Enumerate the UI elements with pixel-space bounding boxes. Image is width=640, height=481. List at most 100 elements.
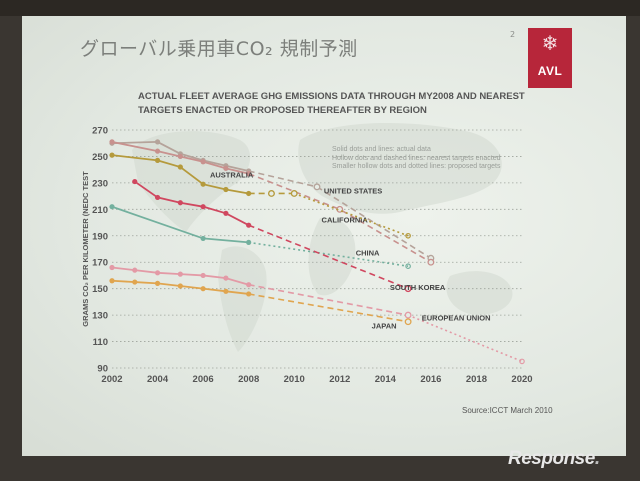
australia-actual-point-4 <box>200 181 206 187</box>
world-map-shape-2 <box>218 246 267 352</box>
y-tick-label-110: 110 <box>93 337 108 348</box>
european-union-enacted-point-1 <box>404 311 412 319</box>
chart-title: ACTUAL FLEET AVERAGE GHG EMISSIONS DATA … <box>138 91 525 116</box>
y-axis-label: GRAMS CO₂ PER KILOMETER (NEDC TEST <box>81 171 90 327</box>
south-korea-series-label: SOUTH KOREA <box>390 283 446 292</box>
japan-actual-point-1 <box>109 278 115 284</box>
european-union-actual-point-1 <box>109 264 115 271</box>
logo-text: AVL <box>537 64 563 78</box>
australia-enacted-point-1 <box>267 190 275 197</box>
y-tick-label-230: 230 <box>92 178 108 189</box>
california-series-label: CALIFORNIA <box>322 216 369 225</box>
european-union-actual-point-6 <box>223 275 229 281</box>
china-actual-point-1 <box>109 204 115 210</box>
south-korea-actual-point-4 <box>200 204 206 210</box>
source-note: Source:ICCT March 2010 <box>462 406 553 415</box>
australia-proposed-point-1 <box>405 232 411 239</box>
south-korea-enacted-line <box>248 224 409 290</box>
california-actual-point-4 <box>200 159 206 165</box>
australia-actual-point-1 <box>109 152 115 158</box>
european-union-enacted-line <box>248 283 409 316</box>
australia-proposed-line <box>293 192 409 237</box>
y-tick-label-170: 170 <box>92 258 108 269</box>
avl-logo: ❄ AVL <box>528 28 572 88</box>
united-states-actual-line <box>111 140 249 172</box>
world-map-shape-4 <box>308 217 356 296</box>
south-korea-actual-point-1 <box>132 178 138 185</box>
australia-series-label: AUSTRALIA <box>210 171 254 180</box>
south-korea-actual-point-3 <box>177 200 183 206</box>
european-union-series-label: EUROPEAN UNION <box>422 313 491 322</box>
european-union-actual-point-3 <box>154 270 161 276</box>
x-tick-label-2008: 2008 <box>238 374 259 385</box>
california-enacted-point-2 <box>427 258 435 266</box>
japan-actual-point-5 <box>200 286 206 292</box>
japan-enacted-line <box>248 293 409 323</box>
x-tick-label-2004: 2004 <box>147 374 169 385</box>
california-actual-line <box>111 141 249 175</box>
australia-actual-point-5 <box>223 186 229 193</box>
european-union-actual-point-4 <box>177 271 183 277</box>
japan-actual-point-2 <box>132 279 138 285</box>
australia-actual-point-6 <box>246 190 252 197</box>
snowflake-icon: ❄ <box>541 31 559 55</box>
slide-title: グローバル乗用車CO₂ 規制予測 <box>80 38 358 60</box>
australia-actual-point-2 <box>154 157 161 164</box>
california-actual-point-5 <box>223 165 229 171</box>
united-states-series-label: UNITED STATES <box>324 186 382 195</box>
y-tick-label-190: 190 <box>92 231 108 242</box>
california-actual-point-1 <box>109 139 115 145</box>
china-proposed-point-1 <box>405 263 411 269</box>
south-korea-actual-point-5 <box>223 210 229 216</box>
china-series-label: CHINA <box>356 249 380 258</box>
european-union-actual-point-5 <box>200 272 206 279</box>
world-map-shape-3 <box>298 122 502 214</box>
south-korea-actual-point-2 <box>154 194 161 201</box>
south-korea-enacted-point-1 <box>404 285 412 293</box>
x-tick-label-2018: 2018 <box>466 374 487 385</box>
y-tick-label-90: 90 <box>97 364 108 375</box>
european-union-proposed-point-1 <box>519 358 525 365</box>
x-tick-label-2014: 2014 <box>375 374 397 385</box>
x-tick-label-2012: 2012 <box>329 374 350 385</box>
x-tick-label-2016: 2016 <box>420 374 441 385</box>
x-tick-label-2002: 2002 <box>101 374 122 385</box>
japan-enacted-point-1 <box>404 318 412 326</box>
california-actual-point-6 <box>246 171 252 177</box>
response-watermark: Response. <box>508 448 600 470</box>
united-states-actual-point-2 <box>154 139 161 145</box>
japan-actual-point-7 <box>246 291 252 297</box>
california-enacted-line <box>248 172 432 263</box>
page-number: 2 <box>510 30 516 39</box>
y-tick-label-270: 270 <box>92 126 108 137</box>
y-tick-label-130: 130 <box>92 311 108 322</box>
japan-series-label: JAPAN <box>372 321 397 330</box>
china-actual-point-3 <box>246 239 252 245</box>
european-union-proposed-line <box>407 314 523 363</box>
x-tick-label-2020: 2020 <box>511 374 532 385</box>
european-union-actual-point-2 <box>132 267 138 273</box>
australia-actual-line <box>111 154 249 195</box>
china-proposed-line <box>248 241 409 267</box>
european-union-actual-point-7 <box>246 282 252 288</box>
united-states-enacted-point-1 <box>313 183 321 191</box>
japan-actual-point-4 <box>177 283 183 289</box>
california-actual-point-2 <box>154 148 161 154</box>
south-korea-actual-point-6 <box>246 222 252 228</box>
south-korea-actual-line <box>134 180 250 226</box>
y-tick-label-210: 210 <box>92 205 108 216</box>
y-tick-label-150: 150 <box>92 284 108 295</box>
y-tick-label-250: 250 <box>92 152 108 163</box>
world-map-shape-5 <box>446 271 513 315</box>
australia-enacted-point-2 <box>290 190 298 197</box>
japan-actual-point-6 <box>223 288 229 294</box>
california-actual-point-3 <box>177 153 183 160</box>
china-actual-point-2 <box>200 235 206 242</box>
x-tick-label-2006: 2006 <box>193 374 214 385</box>
x-tick-label-2010: 2010 <box>284 374 305 385</box>
background-band <box>0 0 640 16</box>
australia-actual-point-3 <box>177 164 183 170</box>
watermark-dot: . <box>594 448 600 469</box>
watermark-text: Response <box>508 448 595 469</box>
